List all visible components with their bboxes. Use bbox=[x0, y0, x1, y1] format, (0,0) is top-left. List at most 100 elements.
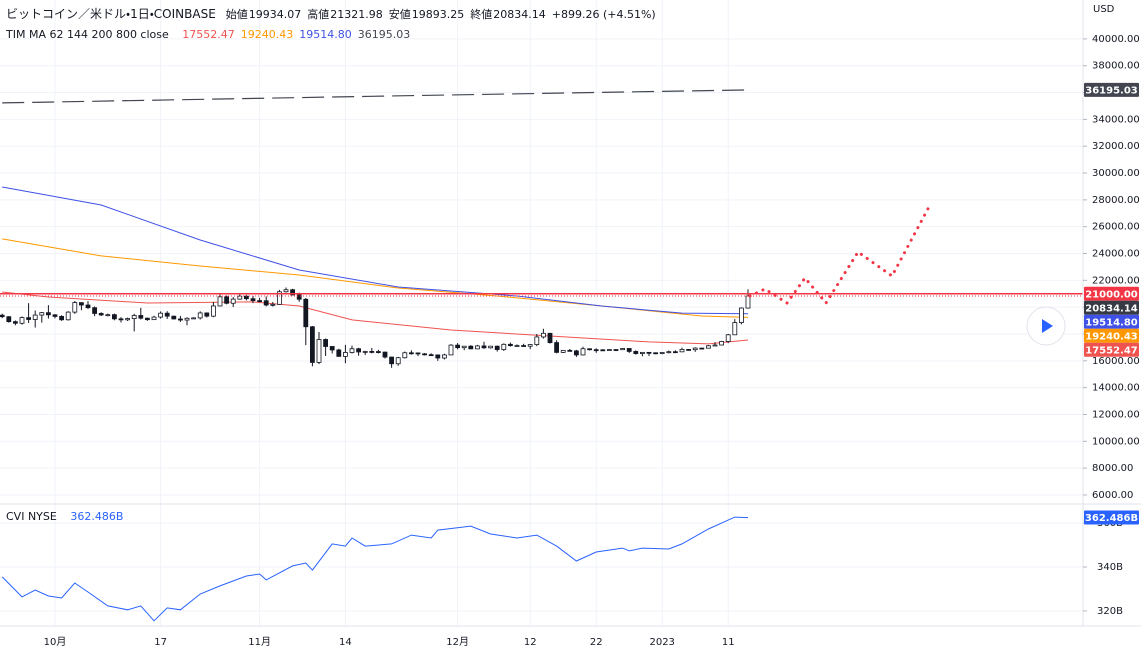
candle-body bbox=[276, 291, 282, 305]
candle-body bbox=[92, 307, 97, 314]
candle-body bbox=[745, 295, 751, 309]
price-badge bbox=[1084, 300, 1139, 315]
candle-body bbox=[243, 295, 249, 300]
price-badge-label: 19240.43 bbox=[1085, 331, 1138, 342]
candle-body bbox=[270, 303, 276, 306]
y-tick-label: 40000.00 bbox=[1092, 34, 1140, 45]
y-tick-label: 32000.00 bbox=[1092, 141, 1140, 152]
candle-body bbox=[0, 314, 5, 318]
candle-body bbox=[613, 349, 619, 351]
x-tick-label: 11 bbox=[722, 637, 735, 648]
candle-body bbox=[375, 351, 381, 353]
ohlc-label: 高値 bbox=[307, 8, 330, 21]
candle-body bbox=[362, 351, 368, 353]
candle-body bbox=[349, 348, 355, 353]
candle-body bbox=[666, 351, 672, 354]
candle-body bbox=[435, 354, 441, 359]
price-axis: 6000.00 8000.00 10000.00 12000.00 14000.00 16… bbox=[1083, 34, 1140, 617]
y-tick-label: 26000.00 bbox=[1092, 222, 1140, 233]
symbol-header: ビットコイン／米ドル・1日・COINBASE 始値19934.07 高値21321.… bbox=[6, 5, 662, 22]
candle-body bbox=[369, 351, 375, 353]
ohlc-label: 始値 bbox=[225, 8, 248, 21]
candle-body bbox=[79, 302, 84, 306]
price-badge-label: 17552.47 bbox=[1085, 345, 1138, 356]
candle-body bbox=[283, 289, 289, 293]
symbol-title: ビットコイン／米ドル・1日・COINBASE bbox=[6, 7, 216, 21]
candle-body bbox=[118, 318, 124, 321]
candle-body bbox=[171, 315, 177, 320]
plot bbox=[0, 89, 1083, 622]
candle-body bbox=[534, 336, 540, 345]
candle-body bbox=[699, 347, 705, 350]
candle-body bbox=[356, 348, 362, 353]
candle-body bbox=[184, 317, 190, 321]
cvi-legend: CVI NYSE 362.486B bbox=[6, 510, 129, 523]
cvi-title: CVI NYSE bbox=[6, 510, 57, 523]
price-badge-label: 20834.14 bbox=[1085, 303, 1138, 314]
ma-line bbox=[2, 186, 749, 315]
candle-body bbox=[125, 318, 130, 321]
candle-body bbox=[105, 314, 111, 317]
candle-body bbox=[646, 351, 652, 354]
play-button[interactable] bbox=[1026, 306, 1066, 346]
y-tick-label: 24000.00 bbox=[1092, 249, 1140, 260]
candle-body bbox=[626, 348, 632, 352]
candle-body bbox=[554, 342, 559, 353]
candle-body bbox=[408, 352, 414, 355]
price-badge bbox=[1084, 314, 1139, 329]
candle-body bbox=[448, 344, 454, 356]
price-badge bbox=[1084, 510, 1139, 525]
candle-body bbox=[250, 298, 256, 301]
candle-body bbox=[593, 349, 599, 352]
candle-body bbox=[415, 352, 421, 355]
candle-body bbox=[217, 296, 223, 307]
candle-body bbox=[65, 311, 71, 321]
candle-body bbox=[600, 349, 606, 352]
ma-line bbox=[2, 238, 749, 318]
price-badge-label: 362.486B bbox=[1085, 513, 1138, 524]
ma-legend-value: 19240.43 bbox=[240, 28, 294, 41]
candle-body bbox=[692, 347, 698, 351]
x-tick-label: 2023 bbox=[649, 637, 674, 648]
candle-body bbox=[85, 304, 91, 309]
candle-body bbox=[441, 354, 447, 359]
ma-legend-title: TIM MA 62 144 200 800 close bbox=[6, 28, 169, 41]
candle-body bbox=[640, 351, 645, 354]
candle-body bbox=[527, 344, 533, 347]
ma-line bbox=[2, 89, 749, 104]
candle-body bbox=[382, 351, 388, 358]
candle-body bbox=[389, 356, 395, 365]
ma-legend: TIM MA 62 144 200 800 close 17552.47 1924… bbox=[6, 28, 416, 41]
ma-legend-value: 36195.03 bbox=[357, 28, 411, 41]
candle-body bbox=[342, 352, 348, 357]
candle-body bbox=[560, 349, 566, 353]
candle-body bbox=[336, 349, 342, 357]
candle-body bbox=[164, 312, 170, 317]
candle-body bbox=[329, 346, 335, 351]
y-tick-label: 30000.00 bbox=[1092, 168, 1140, 179]
candle-body bbox=[541, 332, 546, 338]
price-badge bbox=[1084, 82, 1139, 97]
candle-body bbox=[112, 314, 117, 320]
candle-body bbox=[428, 354, 434, 357]
candle-body bbox=[263, 300, 269, 306]
candle-body bbox=[574, 350, 579, 356]
cvi-line bbox=[1, 516, 749, 622]
candle-body bbox=[323, 339, 329, 347]
candle-body bbox=[679, 349, 685, 353]
candle-body bbox=[257, 300, 263, 302]
price-badge-label: 36195.03 bbox=[1085, 85, 1138, 96]
ohlc-value: 21321.98 bbox=[330, 8, 383, 21]
ma-legend-value: 17552.47 bbox=[182, 28, 235, 41]
candle-body bbox=[587, 348, 592, 351]
y-tick-label: 12000.00 bbox=[1092, 409, 1140, 420]
candle-body bbox=[224, 296, 230, 304]
ma-line bbox=[2, 291, 749, 345]
candle-body bbox=[521, 345, 526, 347]
candle-body bbox=[309, 326, 315, 363]
candle-body bbox=[177, 318, 183, 321]
y-tick-label: 8000.00 bbox=[1092, 463, 1133, 474]
candle-body bbox=[6, 316, 12, 323]
play-icon[interactable] bbox=[1042, 319, 1053, 333]
